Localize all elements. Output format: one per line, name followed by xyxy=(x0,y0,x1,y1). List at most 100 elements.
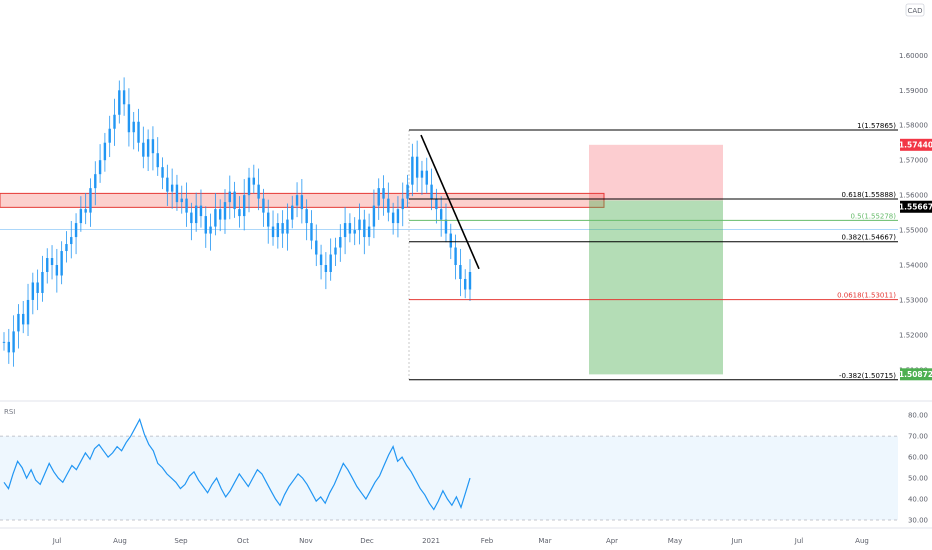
candle-body xyxy=(415,156,419,178)
candle-body xyxy=(238,209,241,217)
candle-body xyxy=(387,198,390,213)
candle-body xyxy=(89,188,92,213)
candle-body xyxy=(161,167,164,178)
candle-body xyxy=(339,237,342,248)
candle-body xyxy=(194,205,198,224)
candle-body xyxy=(343,223,347,238)
candle-body xyxy=(243,195,246,217)
take-profit-zone[interactable] xyxy=(589,200,723,375)
candle-body xyxy=(122,90,126,105)
time-tick-label: May xyxy=(668,537,682,545)
candle-body xyxy=(348,223,352,234)
candle-body xyxy=(411,156,414,185)
fib-level-label: -0.382(1.50715) xyxy=(839,372,896,380)
candle-body xyxy=(84,209,87,213)
price-tag-last xyxy=(900,200,932,213)
candle-body xyxy=(60,251,63,276)
candle-body xyxy=(449,233,452,248)
candle-body xyxy=(324,265,328,272)
candle-body xyxy=(252,177,256,185)
candle-body xyxy=(190,212,193,224)
candle-body xyxy=(247,177,251,196)
candle-body xyxy=(257,184,260,199)
candle-body xyxy=(420,170,424,178)
time-axis[interactable]: Jul Aug Sep Oct Nov Dec 2021 Feb Mar Apr May Jun Jul… xyxy=(52,537,869,545)
fib-level-label: 1(1.57865) xyxy=(857,122,896,130)
price-tick-label: 1.60000 xyxy=(899,52,928,60)
candle-body xyxy=(267,212,270,227)
candle-body xyxy=(435,198,438,210)
time-tick-label: Jun xyxy=(731,537,743,545)
price-tag-label: 1.50872 xyxy=(899,370,932,379)
candle-body xyxy=(276,223,280,238)
candle-body xyxy=(334,247,337,255)
candle-body xyxy=(218,209,222,220)
candle-body xyxy=(156,153,159,168)
candle-body xyxy=(300,195,304,210)
candle-body xyxy=(233,191,236,210)
candle-body xyxy=(31,282,35,300)
price-tick-label: 1.57000 xyxy=(899,157,928,165)
rsi-line xyxy=(3,417,471,511)
time-tick-label: Aug xyxy=(113,537,127,545)
candle-body xyxy=(223,202,227,220)
candle-body xyxy=(463,278,467,290)
time-tick-label: Mar xyxy=(538,537,551,545)
price-tag-label: 1.55667 xyxy=(899,202,932,211)
time-tick-label: Feb xyxy=(481,537,494,545)
candle-body xyxy=(468,271,472,290)
candle-body xyxy=(329,254,332,272)
candle-body xyxy=(319,254,323,266)
candle-body xyxy=(295,195,299,206)
price-tag-label: 1.57440 xyxy=(899,140,932,149)
candle-body xyxy=(74,223,78,238)
candle-body xyxy=(358,219,361,231)
candle-body xyxy=(406,184,409,199)
fib-level-label: 0.5(1.55278) xyxy=(850,212,896,220)
candle-body xyxy=(454,247,457,266)
candle-body xyxy=(315,240,318,255)
price-tag-stop xyxy=(900,138,932,151)
rsi-tick-label: 70.00 xyxy=(908,433,928,441)
candle-body xyxy=(170,184,174,192)
candle-body xyxy=(108,128,111,143)
fibonacci-retracement[interactable]: 1(1.57865) 0.618(1.55888) 0.5(1.55278) 0.38… xyxy=(408,122,898,381)
candle-body xyxy=(118,90,121,115)
downtrend-line[interactable] xyxy=(420,134,480,270)
candle-body xyxy=(103,142,107,161)
candle-body xyxy=(7,341,11,353)
candle-body xyxy=(65,244,68,252)
candle-body xyxy=(396,209,400,224)
price-axis-ticks: 1.60000 1.59000 1.58000 1.57000 1.56000 1.550… xyxy=(899,52,928,374)
time-tick-label: Apr xyxy=(606,537,618,545)
price-tags: 1.57440 1.55667 1.50872 xyxy=(899,138,932,381)
price-tick-label: 1.59000 xyxy=(899,87,928,95)
candle-body xyxy=(12,331,15,353)
rsi-tick-label: 50.00 xyxy=(908,475,928,483)
price-tick-label: 1.54000 xyxy=(899,262,928,270)
price-tick-label: 1.55000 xyxy=(899,227,928,235)
candle-body xyxy=(439,209,443,220)
rsi-tick-label: 30.00 xyxy=(908,517,928,525)
candle-body xyxy=(55,265,59,276)
price-tick-label: 1.53000 xyxy=(899,296,928,304)
candle-body xyxy=(209,226,212,234)
price-tick-label: 1.56000 xyxy=(899,192,928,200)
candle-body xyxy=(146,139,150,157)
price-tag-target xyxy=(900,368,932,381)
candle-body xyxy=(132,121,135,133)
candle-body xyxy=(17,313,20,332)
trendline[interactable] xyxy=(420,134,480,270)
candle-body xyxy=(363,219,366,238)
stop-loss-zone[interactable] xyxy=(589,144,723,201)
candle-body xyxy=(310,223,313,241)
candle-body xyxy=(286,219,289,234)
currency-badge[interactable]: CAD xyxy=(905,3,925,17)
rsi-band xyxy=(0,436,898,520)
rsi-tick-label: 80.00 xyxy=(908,412,928,420)
candle-body xyxy=(459,265,462,279)
candle-body xyxy=(142,142,145,157)
candle-body xyxy=(291,205,294,220)
candle-body xyxy=(271,226,275,238)
candle-body xyxy=(391,212,395,224)
